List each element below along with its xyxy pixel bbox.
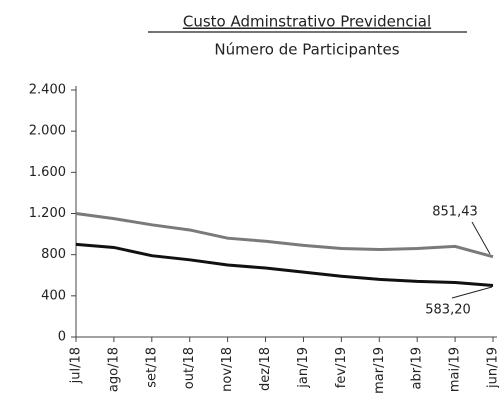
x-tick-label: set/18: [144, 347, 159, 388]
x-tick-label: jan/19: [296, 347, 311, 389]
leader-line: [451, 286, 493, 299]
x-tick-label: out/18: [182, 347, 197, 389]
x-tick-label: mar/19: [372, 347, 387, 394]
y-tick-label: 1.600: [29, 165, 66, 180]
x-tick-label: mai/19: [448, 347, 463, 392]
chart-subtitle: Número de Participantes: [214, 41, 399, 59]
y-tick-label: 400: [41, 288, 66, 303]
x-tick-label: dez/18: [258, 347, 273, 391]
chart-title: Custo Adminstrativo Previdencial: [183, 13, 431, 31]
series-line: [75, 212, 494, 259]
y-tick-label: 2.000: [29, 124, 66, 139]
x-tick-label: nov/18: [220, 347, 235, 392]
x-tick-label: abr/19: [410, 347, 425, 390]
x-tick-label: ago/18: [106, 347, 121, 392]
x-tick-label: jul/18: [69, 347, 84, 384]
y-tick-label: 1.200: [29, 206, 66, 221]
leader-line: [471, 221, 491, 255]
series-line: [75, 242, 494, 288]
y-tick-label: 0: [58, 330, 66, 345]
x-tick-label: fev/19: [334, 347, 349, 388]
annotation: 583,20: [425, 303, 471, 318]
y-tick-label: 800: [41, 247, 66, 262]
annotation: 851,43: [432, 205, 478, 220]
y-tick-label: 2.400: [29, 83, 66, 98]
x-tick-label: jun/19: [486, 347, 499, 389]
